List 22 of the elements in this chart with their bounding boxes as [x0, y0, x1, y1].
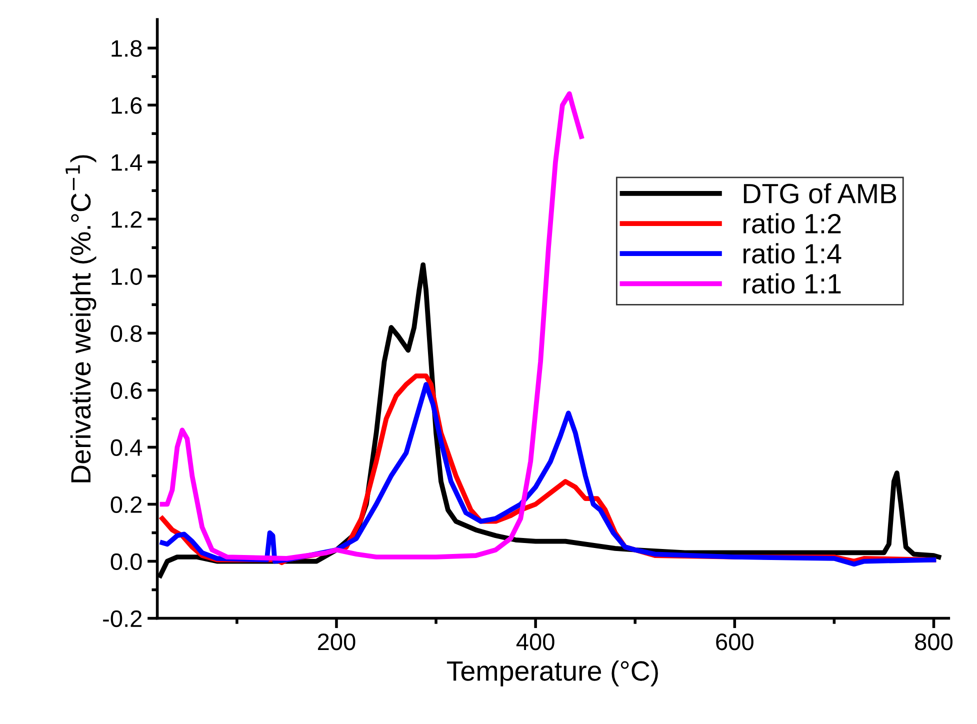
- y-tick-label: 1.6: [112, 97, 142, 114]
- x-axis-title: Temperature (°C): [446, 660, 658, 686]
- y-tick-label: 1.4: [112, 154, 142, 171]
- y-tick-label: 0.4: [110, 439, 142, 456]
- y-tick-label: 0.2: [110, 496, 142, 514]
- x-tick-label: 400: [516, 634, 554, 650]
- legend-label: DTG of AMB: [744, 183, 896, 204]
- x-tick-label: 800: [915, 634, 953, 650]
- y-tick-label: -0.2: [103, 610, 142, 628]
- legend-label: ratio 1:2: [744, 213, 841, 234]
- y-tick-label: 1.8: [112, 40, 142, 57]
- line-series: [160, 91, 584, 561]
- y-axis-title: Derivative weight (%.°C$^{−1}$): [66, 155, 96, 482]
- y-tick-label: 0.6: [110, 382, 142, 399]
- legend-label: ratio 1:4: [744, 243, 842, 264]
- y-tick-label: 0.0: [110, 553, 142, 570]
- x-tick-label: 200: [318, 634, 356, 650]
- y-tick-label: 0.8: [110, 325, 142, 342]
- legend-label: ratio 1:1: [744, 273, 841, 294]
- y-tick-label: 1.2: [112, 211, 142, 228]
- x-tick-label: 600: [716, 634, 754, 650]
- y-tick-label: 1.0: [112, 268, 142, 285]
